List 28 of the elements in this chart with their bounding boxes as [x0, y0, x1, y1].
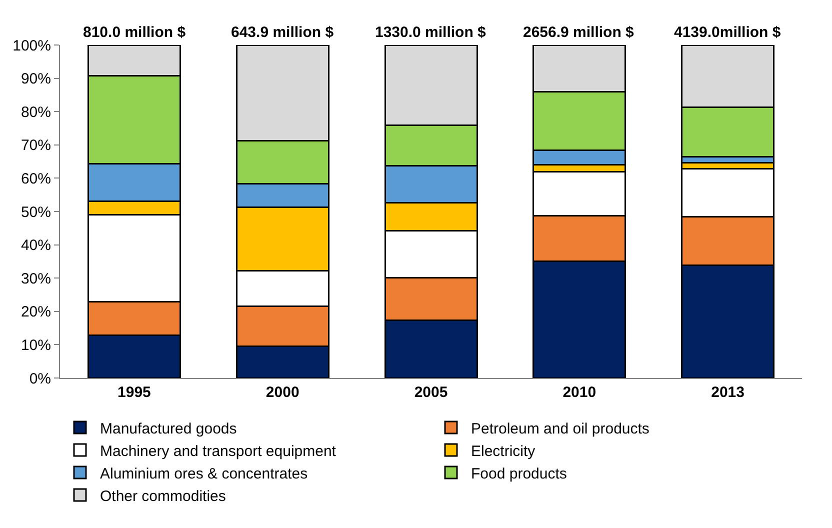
legend-label: Aluminium ores & concentrates [100, 465, 308, 482]
x-tick-label: 2013 [711, 384, 744, 401]
legend-label: Other commodities [100, 488, 226, 505]
y-tick-label: 0% [29, 370, 51, 388]
y-tick-label: 20% [20, 304, 51, 321]
x-tick-label: 2010 [562, 384, 596, 401]
x-tick-label: 2000 [266, 384, 300, 401]
annotation: 2656.9 million $ [523, 24, 635, 41]
annotation: 4139.0million $ [674, 24, 782, 41]
y-tick-label: 100% [12, 37, 51, 54]
y-tick-label: 80% [20, 104, 51, 121]
y-tick-label: 40% [20, 237, 51, 254]
x-tick-label: 1995 [118, 384, 151, 401]
annotation: 643.9 million $ [231, 24, 334, 41]
x-tick-label: 2005 [414, 384, 448, 401]
y-tick-label: 50% [20, 204, 51, 221]
annotation: 1330.0 million $ [375, 24, 487, 41]
legend-label: Food products [471, 465, 567, 482]
legend-label: Machinery and transport equipment [100, 442, 337, 460]
legend-label: Electricity [471, 442, 536, 460]
legend-label: Manufactured goods [100, 420, 237, 438]
legend-label: Petroleum and oil products [471, 420, 650, 438]
y-tick-label: 60% [20, 170, 51, 188]
y-tick-label: 90% [20, 70, 51, 88]
y-tick-label: 30% [20, 270, 51, 288]
y-tick-label: 70% [20, 137, 51, 154]
annotation: 810.0 million $ [83, 24, 186, 41]
y-tick-label: 10% [20, 336, 51, 354]
